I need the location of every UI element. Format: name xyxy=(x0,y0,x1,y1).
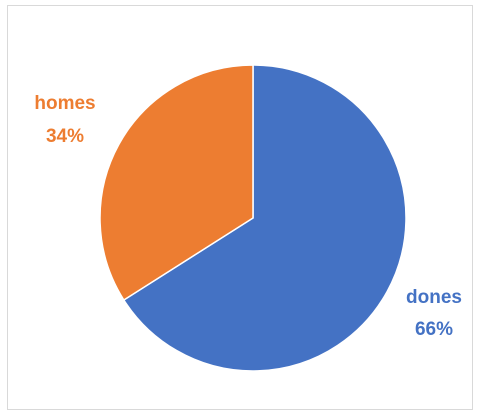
slice-name-homes: homes xyxy=(34,93,95,114)
slice-percent-homes: 34% xyxy=(46,126,84,147)
pie-chart: dones 66% homes 34% xyxy=(34,64,462,372)
slice-name-dones: dones xyxy=(406,287,462,308)
slice-label-dones: dones 66% xyxy=(406,287,462,340)
slice-label-homes: homes 34% xyxy=(34,93,95,147)
slice-percent-dones: 66% xyxy=(415,319,453,340)
pie-slice-dones xyxy=(122,64,407,372)
pie-slices xyxy=(99,64,407,372)
pie-slice-homes xyxy=(99,64,254,302)
chart-area: dones 66% homes 34% xyxy=(7,5,473,410)
